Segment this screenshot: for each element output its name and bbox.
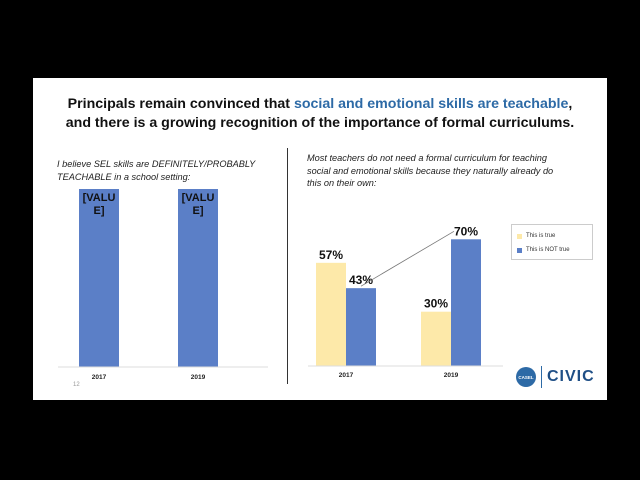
- legend-item-true: This is true: [517, 233, 555, 239]
- chart-legend: This is true This is NOT true: [511, 224, 593, 260]
- right-tick-2017: 2017: [339, 372, 354, 379]
- right-tick-2019: 2019: [444, 372, 459, 379]
- legend-swatch-true: [517, 233, 522, 239]
- slide: Principals remain convinced that social …: [33, 78, 607, 400]
- legend-label-not-true: This is NOT true: [526, 247, 570, 253]
- logo-divider: [541, 366, 542, 388]
- right-bar-label-2019-true: 30%: [424, 297, 448, 311]
- right-bar-2017-not-true: [346, 288, 376, 366]
- left-bar-label-2019: [VALU E]: [182, 192, 215, 217]
- trend-line: [360, 230, 455, 287]
- page-number: 12: [73, 382, 80, 388]
- right-bar-label-2017-not-true: 43%: [349, 273, 373, 287]
- logo-text: CIVIC: [547, 368, 595, 385]
- right-bar-2019-true: [421, 311, 451, 366]
- right-bar-label-2017-true: 57%: [319, 248, 343, 262]
- right-bar-2017-true: [316, 262, 346, 366]
- right-bar-label-2019-not-true: 70%: [454, 224, 478, 238]
- left-tick-2017: 2017: [92, 374, 107, 381]
- title-line2: and there is a growing recognition of th…: [65, 115, 575, 131]
- left-bar-2019: [178, 189, 218, 367]
- civic-logo: CASEL CIVIC: [516, 366, 595, 388]
- title-line1-end: ,: [568, 96, 573, 112]
- title-highlight: social and emotional skills are teachabl…: [293, 96, 569, 112]
- title-line1-plain: Principals remain convinced that: [67, 96, 294, 112]
- left-bar-2017: [79, 189, 119, 367]
- left-bar-label-2017: [VALU E]: [83, 192, 116, 217]
- right-bar-2019-not-true: [451, 239, 481, 366]
- left-tick-2019: 2019: [191, 374, 206, 381]
- legend-label-true: This is true: [526, 233, 556, 239]
- right-chart-caption: Most teachers do not need a formal curri…: [307, 153, 554, 188]
- legend-item-not-true: This is NOT true: [517, 247, 570, 253]
- casel-seal-icon: CASEL: [516, 367, 536, 387]
- charts-svg: [VALU E] 2017 [VALU E] 2019 57% 43% 2017 30% 70% 20…: [58, 189, 503, 381]
- legend-swatch-not-true: [517, 247, 522, 253]
- left-chart-caption: I believe SEL skills are DEFINITELY/PROB…: [57, 159, 256, 182]
- slide-title: Principals remain convinced that social …: [33, 95, 607, 133]
- chart-divider: [287, 148, 288, 384]
